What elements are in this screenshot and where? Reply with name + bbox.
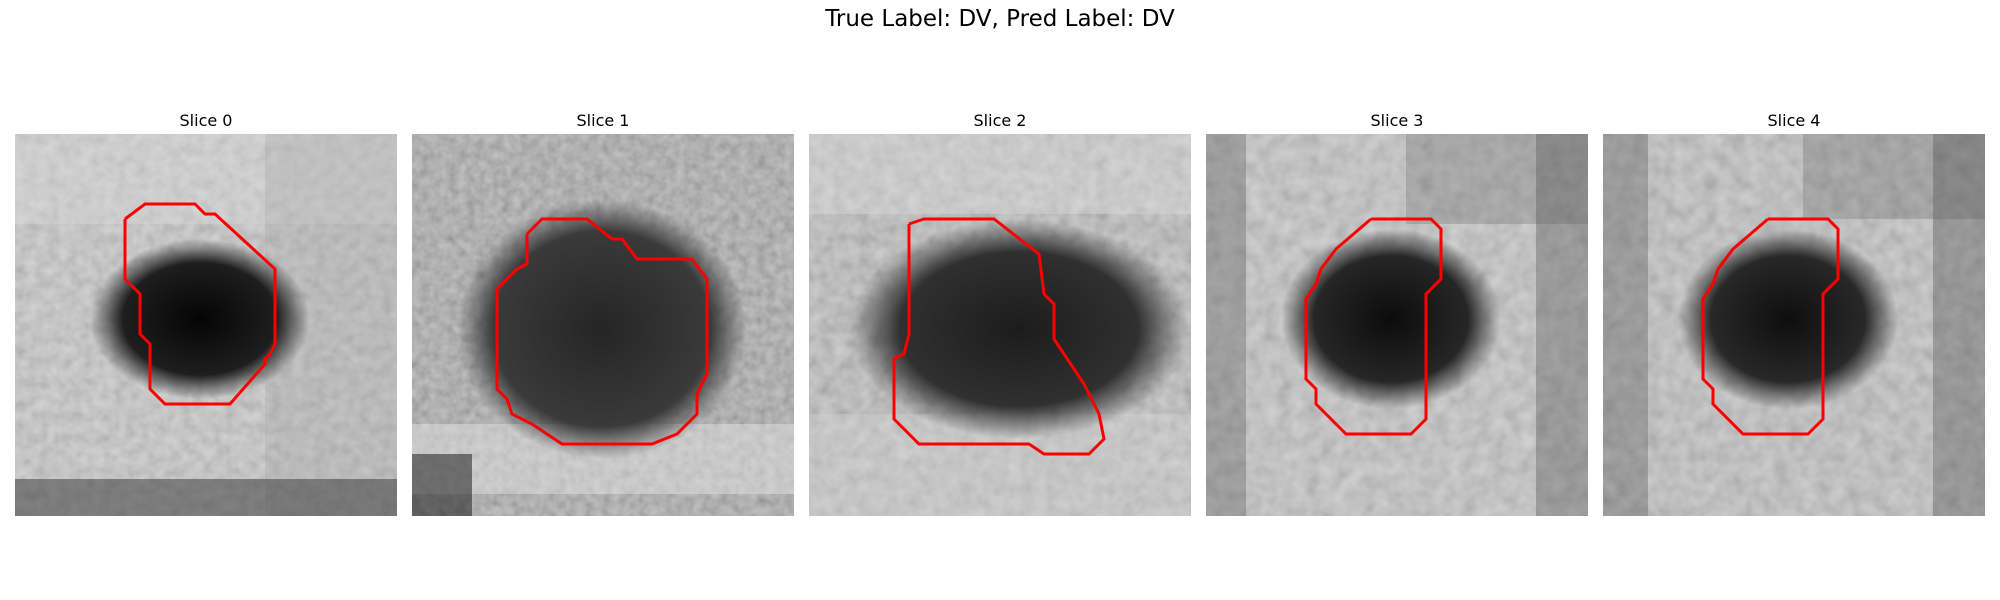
dark-region	[849, 219, 1189, 439]
slice-title-2: Slice 2	[973, 111, 1027, 130]
slice-image-3	[1206, 134, 1588, 516]
slice-panel-4: Slice 4	[1603, 108, 1985, 516]
slice-panel-2: Slice 2	[809, 108, 1191, 516]
slice-image-2	[809, 134, 1191, 516]
contour-outline	[892, 217, 1106, 456]
slice-title-3: Slice 3	[1370, 111, 1424, 130]
slice-title-4: Slice 4	[1767, 111, 1821, 130]
contour-outline	[495, 217, 709, 446]
slice-image-1	[412, 134, 794, 516]
figure-title: True Label: DV, Pred Label: DV	[825, 6, 1175, 32]
slice-title-0: Slice 0	[179, 111, 233, 130]
slice-image-0	[15, 134, 397, 516]
contour-outline	[123, 202, 277, 406]
slice-title-1: Slice 1	[576, 111, 630, 130]
contour-outline	[1701, 217, 1840, 436]
dark-region	[457, 199, 747, 459]
dark-region	[1281, 229, 1501, 409]
slice-panel-0: Slice 0	[15, 108, 397, 516]
dark-region	[1678, 229, 1898, 409]
dark-region	[90, 239, 310, 399]
slice-image-4	[1603, 134, 1985, 516]
slice-panel-1: Slice 1	[412, 108, 794, 516]
slice-panel-3: Slice 3	[1206, 108, 1588, 516]
contour-outline	[1304, 217, 1443, 436]
